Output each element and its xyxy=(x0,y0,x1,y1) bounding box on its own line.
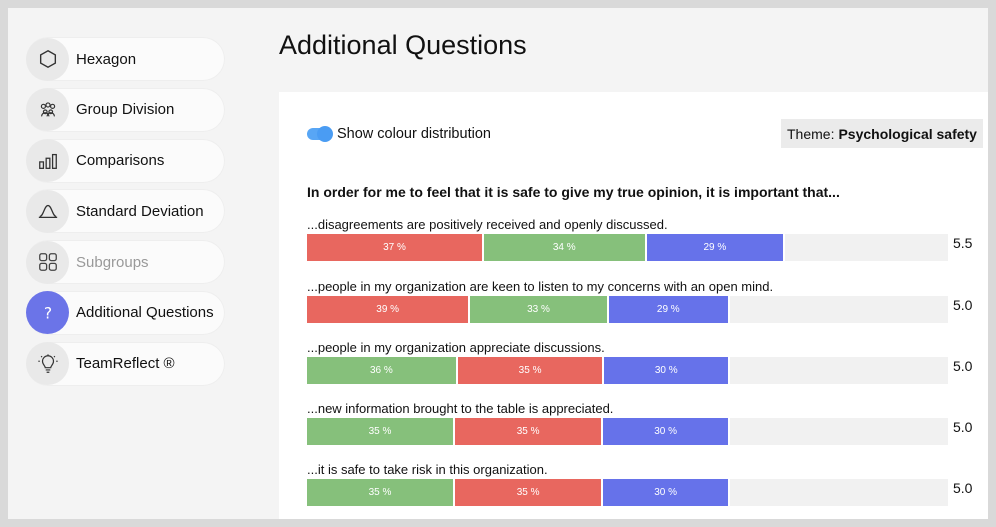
statement-row: ...people in my organization are keen to… xyxy=(307,278,972,323)
sidebar-item-comparisons[interactable]: Comparisons xyxy=(26,138,225,183)
statement-score: 5.0 xyxy=(953,419,973,435)
colour-distribution-toggle-row: Show colour distribution xyxy=(307,126,491,142)
distribution-segment-green: 35 % xyxy=(307,479,456,506)
distribution-segment-green: 36 % xyxy=(307,357,458,384)
distribution-segment-blue: 30 % xyxy=(604,357,731,384)
sidebar-item-label: Subgroups xyxy=(76,253,149,271)
statement-row: ...disagreements are positively received… xyxy=(307,216,972,261)
distribution-segment-red: 35 % xyxy=(457,357,605,384)
toggle-label: Show colour distribution xyxy=(337,126,491,142)
sidebar-item-subgroups[interactable]: Subgroups xyxy=(26,240,225,285)
distribution-segment-blue: 30 % xyxy=(603,418,731,445)
question-icon: ? xyxy=(26,291,69,335)
sidebar-item-label: Standard Deviation xyxy=(76,202,204,220)
sidebar-item-group-division[interactable]: Group Division xyxy=(26,87,225,132)
distribution-segment-red: 35 % xyxy=(455,479,604,506)
statement-text: ...people in my organization appreciate … xyxy=(307,340,605,355)
distribution-bar: 39 % 33 % 29 % xyxy=(307,296,948,323)
sidebar: Hexagon Group Division Comparisons xyxy=(26,37,226,393)
sidebar-item-label: TeamReflect ® xyxy=(76,355,175,373)
statement-text: ...people in my organization are keen to… xyxy=(307,279,774,294)
distribution-segment-blue: 29 % xyxy=(608,296,731,323)
question-title: In order for me to feel that it is safe … xyxy=(307,184,840,200)
sidebar-item-standard-deviation[interactable]: Standard Deviation xyxy=(26,189,225,234)
statement-text: ...it is safe to take risk in this organ… xyxy=(307,462,548,477)
distribution-segment-red: 39 % xyxy=(307,296,471,323)
bell-curve-icon xyxy=(26,189,69,233)
bar-chart-icon xyxy=(26,139,69,183)
statement-score: 5.5 xyxy=(953,235,973,251)
distribution-bar: 36 % 35 % 30 % xyxy=(307,357,948,384)
colour-distribution-toggle[interactable] xyxy=(307,126,333,142)
distribution-segment-red: 37 % xyxy=(307,234,484,261)
app-window: Hexagon Group Division Comparisons xyxy=(8,8,988,519)
sidebar-item-label: Additional Questions xyxy=(76,304,214,322)
theme-badge: Theme: Psychological safety xyxy=(781,119,983,148)
distribution-bar: 35 % 35 % 30 % xyxy=(307,479,948,506)
sidebar-item-hexagon[interactable]: Hexagon xyxy=(26,37,225,81)
hexagon-icon xyxy=(26,37,69,81)
statement-row: ...new information brought to the table … xyxy=(307,400,972,445)
statement-score: 5.0 xyxy=(953,480,973,496)
theme-label: Theme: xyxy=(787,125,835,142)
sidebar-item-label: Hexagon xyxy=(76,50,137,68)
distribution-bar: 35 % 35 % 30 % xyxy=(307,418,948,445)
sidebar-item-label: Comparisons xyxy=(76,152,165,170)
page-title: Additional Questions xyxy=(279,30,527,60)
sidebar-item-additional-questions[interactable]: ? Additional Questions xyxy=(26,290,225,335)
distribution-segment-blue: 29 % xyxy=(646,234,786,261)
distribution-bar: 37 % 34 % 29 % xyxy=(307,234,948,261)
distribution-segment-red: 35 % xyxy=(455,418,604,445)
statement-row: ...people in my organization appreciate … xyxy=(307,339,972,384)
statement-text: ...disagreements are positively received… xyxy=(307,217,668,232)
distribution-segment-blue: 30 % xyxy=(603,479,731,506)
statement-text: ...new information brought to the table … xyxy=(307,401,614,416)
lightbulb-icon xyxy=(26,342,69,386)
results-card: Show colour distribution Theme: Psycholo… xyxy=(279,92,988,519)
statement-score: 5.0 xyxy=(953,358,973,374)
sidebar-item-label: Group Division xyxy=(76,101,175,119)
distribution-segment-green: 33 % xyxy=(470,296,609,323)
statement-row: ...it is safe to take risk in this organ… xyxy=(307,461,972,506)
distribution-segment-green: 34 % xyxy=(483,234,647,261)
theme-value: Psychological safety xyxy=(838,125,977,142)
sidebar-item-teamreflect[interactable]: TeamReflect ® xyxy=(26,341,225,386)
grid-icon xyxy=(26,240,69,284)
statement-score: 5.0 xyxy=(953,297,973,313)
svg-text:?: ? xyxy=(43,304,51,322)
distribution-segment-green: 35 % xyxy=(307,418,456,445)
group-icon xyxy=(26,88,69,132)
